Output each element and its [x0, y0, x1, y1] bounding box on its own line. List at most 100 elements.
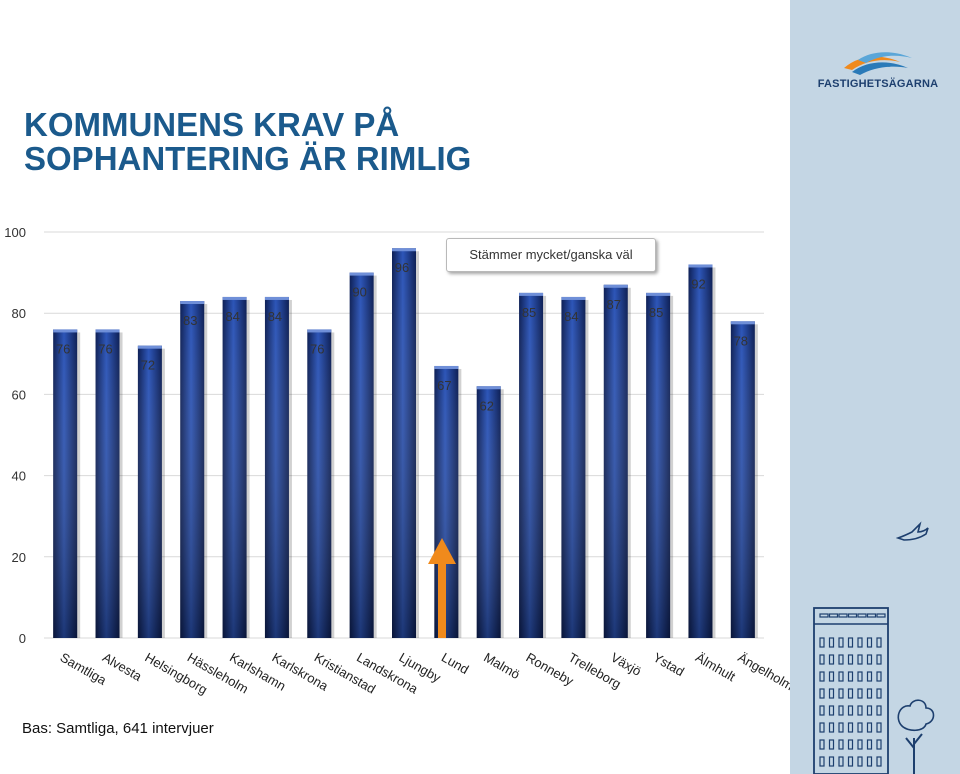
value-label: 90 — [352, 285, 366, 300]
fastighetsagarna-logo: FASTIGHETSÄGARNA — [808, 48, 948, 90]
bar-top — [646, 292, 671, 296]
side-panel — [790, 0, 960, 774]
bar-top — [180, 301, 205, 305]
building-window — [847, 688, 854, 699]
building-window — [866, 637, 873, 648]
bar-top — [476, 386, 501, 390]
wave-logo-icon — [844, 52, 912, 75]
building-window — [876, 637, 882, 648]
building-window — [838, 705, 844, 716]
value-label: 84 — [564, 309, 578, 324]
building-window — [838, 637, 844, 648]
value-label: 62 — [479, 398, 493, 413]
value-label: 84 — [268, 309, 282, 324]
bar-shade — [222, 296, 247, 638]
x-tick-label: Ängelholm — [735, 650, 790, 694]
bar-shade — [392, 248, 416, 639]
building-window — [819, 671, 825, 682]
building-window — [828, 722, 835, 733]
bar-top — [264, 296, 289, 300]
building-window — [857, 688, 863, 699]
building-window — [857, 654, 863, 665]
bar-top — [392, 248, 416, 252]
title-line-1: KOMMUNENS KRAV PÅ — [24, 106, 400, 143]
bar-top — [53, 329, 78, 333]
building-window — [838, 756, 844, 767]
bar-shade — [53, 329, 78, 638]
building-window — [866, 705, 873, 716]
building-window — [828, 705, 835, 716]
building-window — [857, 637, 863, 648]
building-window — [819, 705, 825, 716]
building-window — [828, 756, 835, 767]
building-window — [876, 671, 882, 682]
building-window — [857, 613, 867, 618]
building-window — [819, 637, 825, 648]
bar-shade — [476, 386, 501, 638]
building-window — [876, 722, 882, 733]
building-window — [838, 654, 844, 665]
building-window — [847, 637, 854, 648]
x-tick-label: Ronneby — [524, 650, 577, 689]
bar-shade — [95, 329, 120, 638]
building-window — [838, 688, 844, 699]
value-label: 85 — [522, 305, 536, 320]
building-window — [847, 722, 854, 733]
base-note: Bas: Samtliga, 641 intervjuer — [22, 720, 214, 737]
bar-shade — [137, 345, 162, 638]
building-window — [819, 756, 825, 767]
bar-top — [307, 329, 332, 333]
x-tick-label: Ystad — [651, 650, 687, 680]
building-window — [876, 756, 882, 767]
bar-top — [519, 292, 544, 296]
building-window — [828, 637, 835, 648]
value-label: 76 — [98, 341, 112, 356]
bar-top — [730, 321, 755, 325]
y-tick-label: 40 — [12, 469, 26, 484]
bar-top — [434, 365, 459, 369]
up-arrow-icon — [428, 538, 456, 638]
building-window — [828, 739, 835, 750]
building-window — [847, 756, 854, 767]
x-tick-label: Alvesta — [100, 650, 145, 685]
y-tick-label: 0 — [19, 631, 26, 646]
value-label: 83 — [183, 313, 197, 328]
y-tick-label: 60 — [12, 387, 26, 402]
value-label: 96 — [395, 260, 409, 275]
value-label: 76 — [310, 341, 324, 356]
y-tick-label: 80 — [12, 306, 26, 321]
bar-shade — [603, 284, 628, 638]
building-window — [857, 671, 863, 682]
tree-icon — [897, 699, 935, 774]
building-window — [847, 739, 854, 750]
building-window — [876, 705, 882, 716]
y-tick-label: 20 — [12, 550, 26, 565]
building-window — [876, 613, 886, 618]
building-window — [819, 722, 825, 733]
value-label: 72 — [141, 358, 155, 373]
bar-top — [222, 296, 247, 300]
bar-shade — [264, 296, 289, 638]
building-window — [866, 739, 873, 750]
value-label: 84 — [225, 309, 239, 324]
y-tick-label: 100 — [4, 225, 26, 240]
value-label: 78 — [734, 333, 748, 348]
bar-shade — [561, 296, 586, 638]
building-window — [828, 671, 835, 682]
bar-shade — [519, 292, 544, 638]
x-tick-label: Samtliga — [58, 650, 110, 689]
value-label: 92 — [691, 276, 705, 291]
bar-shade — [646, 292, 671, 638]
x-tick-label: Lund — [439, 650, 472, 677]
building-window — [876, 739, 882, 750]
building-window — [876, 654, 882, 665]
building-window — [847, 671, 854, 682]
building-window — [828, 688, 835, 699]
building-window — [857, 739, 863, 750]
building-window — [838, 739, 844, 750]
page-title: KOMMUNENS KRAV PÅ SOPHANTERING ÄR RIMLIG — [24, 108, 744, 176]
bar-shade — [730, 321, 755, 638]
building-window — [866, 654, 873, 665]
building-illustration-icon — [813, 607, 935, 774]
building-window — [857, 756, 863, 767]
